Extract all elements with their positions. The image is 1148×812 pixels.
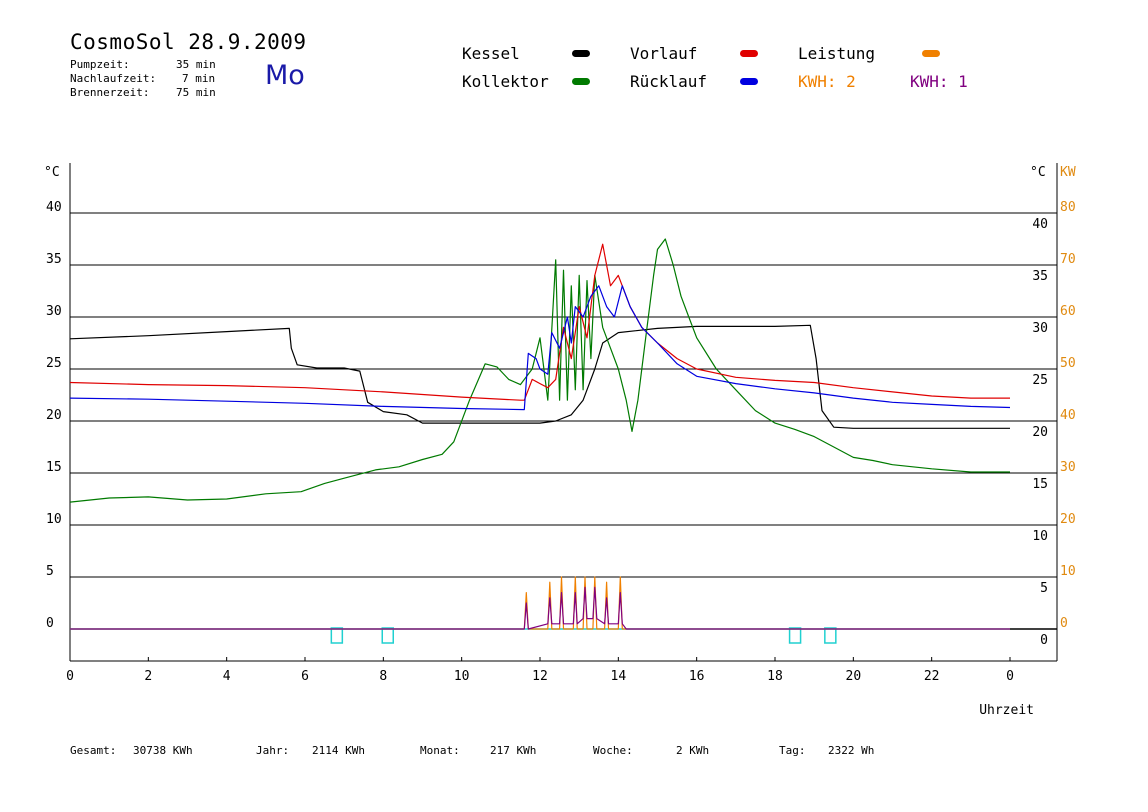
y-tick-label-right: 15 [1032,477,1048,492]
legend-vorlauf-swatch [740,50,758,57]
y-tick-label: 25 [46,356,62,371]
pump-value: 35 min [176,58,216,71]
x-tick-label: 0 [1006,669,1014,684]
y-tick-label-right: 25 [1032,373,1048,388]
weekday: Mo [265,60,305,91]
x-tick-label: 8 [379,669,387,684]
y-tick-label: 40 [46,200,62,215]
y2-tick-label: 0 [1060,616,1068,631]
marker-box [788,627,802,644]
y-tick-label: 15 [46,460,62,475]
burner-value: 75 min [176,86,216,99]
jahr-value: 2114 KWh [312,744,365,757]
y-tick-label-right: 40 [1032,217,1048,232]
y-tick-label: 10 [46,512,62,527]
x-tick-label: 16 [689,669,705,684]
y-tick-label: 20 [46,408,62,423]
burner-label: Brennerzeit: [70,86,150,99]
x-tick-label: 4 [223,669,231,684]
tag-label: Tag: [779,744,806,757]
y2-tick-label: 10 [1060,564,1076,579]
series-line-r-cklauf [69,285,1011,411]
pump-label: Pumpzeit: [70,58,130,71]
series-line-leistung [70,576,1010,630]
after-value: 7 min [182,72,216,85]
after-label: Nachlaufzeit: [70,72,157,85]
x-tick-label: 22 [924,669,940,684]
monat-value: 217 KWh [490,744,537,757]
chart-title: CosmoSol 28.9.2009 [70,30,307,54]
legend-kollektor: Kollektor [462,72,549,91]
x-tick-label: 6 [301,669,309,684]
y2-tick-label: 80 [1060,200,1076,215]
y-tick-label-right: 10 [1032,529,1048,544]
y2-tick-label: 40 [1060,408,1076,423]
y2-tick-label: 70 [1060,252,1076,267]
y2-tick-label: 20 [1060,512,1076,527]
y2-tick-label: 30 [1060,460,1076,475]
x-tick-label: 18 [767,669,783,684]
y2-tick-label: 50 [1060,356,1076,371]
x-tick-label: 2 [144,669,152,684]
x-tick-label: 10 [454,669,470,684]
legend-kwh-a: KWH: 2 [798,72,856,91]
monat-label: Monat: [420,744,460,757]
y-tick-label: 5 [46,564,54,579]
marker-box [824,627,837,644]
right-unit-label: °C [1030,165,1046,180]
x-tick-label: 12 [532,669,548,684]
marker-box [330,627,344,644]
y-tick-label-right: 20 [1032,425,1048,440]
y-tick-label-right: 30 [1032,321,1048,336]
y2-tick-label: 60 [1060,304,1076,319]
y-tick-label: 30 [46,304,62,319]
woche-value: 2 KWh [676,744,710,757]
y-tick-label: 0 [46,616,54,631]
y-tick-label-right: 35 [1032,269,1048,284]
series-line-kwh-1 [70,586,1010,630]
x-tick-label: 14 [611,669,627,684]
jahr-label: Jahr: [256,744,290,757]
woche-label: Woche: [593,744,633,757]
legend-ruecklauf-swatch [740,78,758,85]
marker-box [381,627,394,644]
x-axis-label: Uhrzeit [979,703,1034,718]
legend-kwh-b: KWH: 1 [910,72,968,91]
gesamt-label: Gesamt: [70,744,117,757]
x-tick-label: 20 [846,669,862,684]
series-line-kessel [69,324,1010,429]
y-tick-label-right: 5 [1040,581,1048,596]
left-unit-label: °C [44,165,60,180]
legend-ruecklauf: Rücklauf [630,72,708,91]
gesamt-value: 30738 KWh [133,744,193,757]
legend-kessel: Kessel [462,44,520,63]
right2-unit-label: KW [1060,165,1076,180]
tag-value: 2322 Wh [828,744,875,757]
series-line-vorlauf [69,243,1010,401]
legend-leistung: Leistung [798,44,876,63]
y-tick-label-right: 0 [1040,633,1048,648]
y-tick-label: 35 [46,252,62,267]
legend-vorlauf: Vorlauf [630,44,698,63]
x-tick-label: 0 [66,669,74,684]
series-line-kollektor [69,238,1010,503]
legend-leistung-swatch [922,50,940,57]
legend-kessel-swatch [572,50,590,57]
legend-kollektor-swatch [572,78,590,85]
